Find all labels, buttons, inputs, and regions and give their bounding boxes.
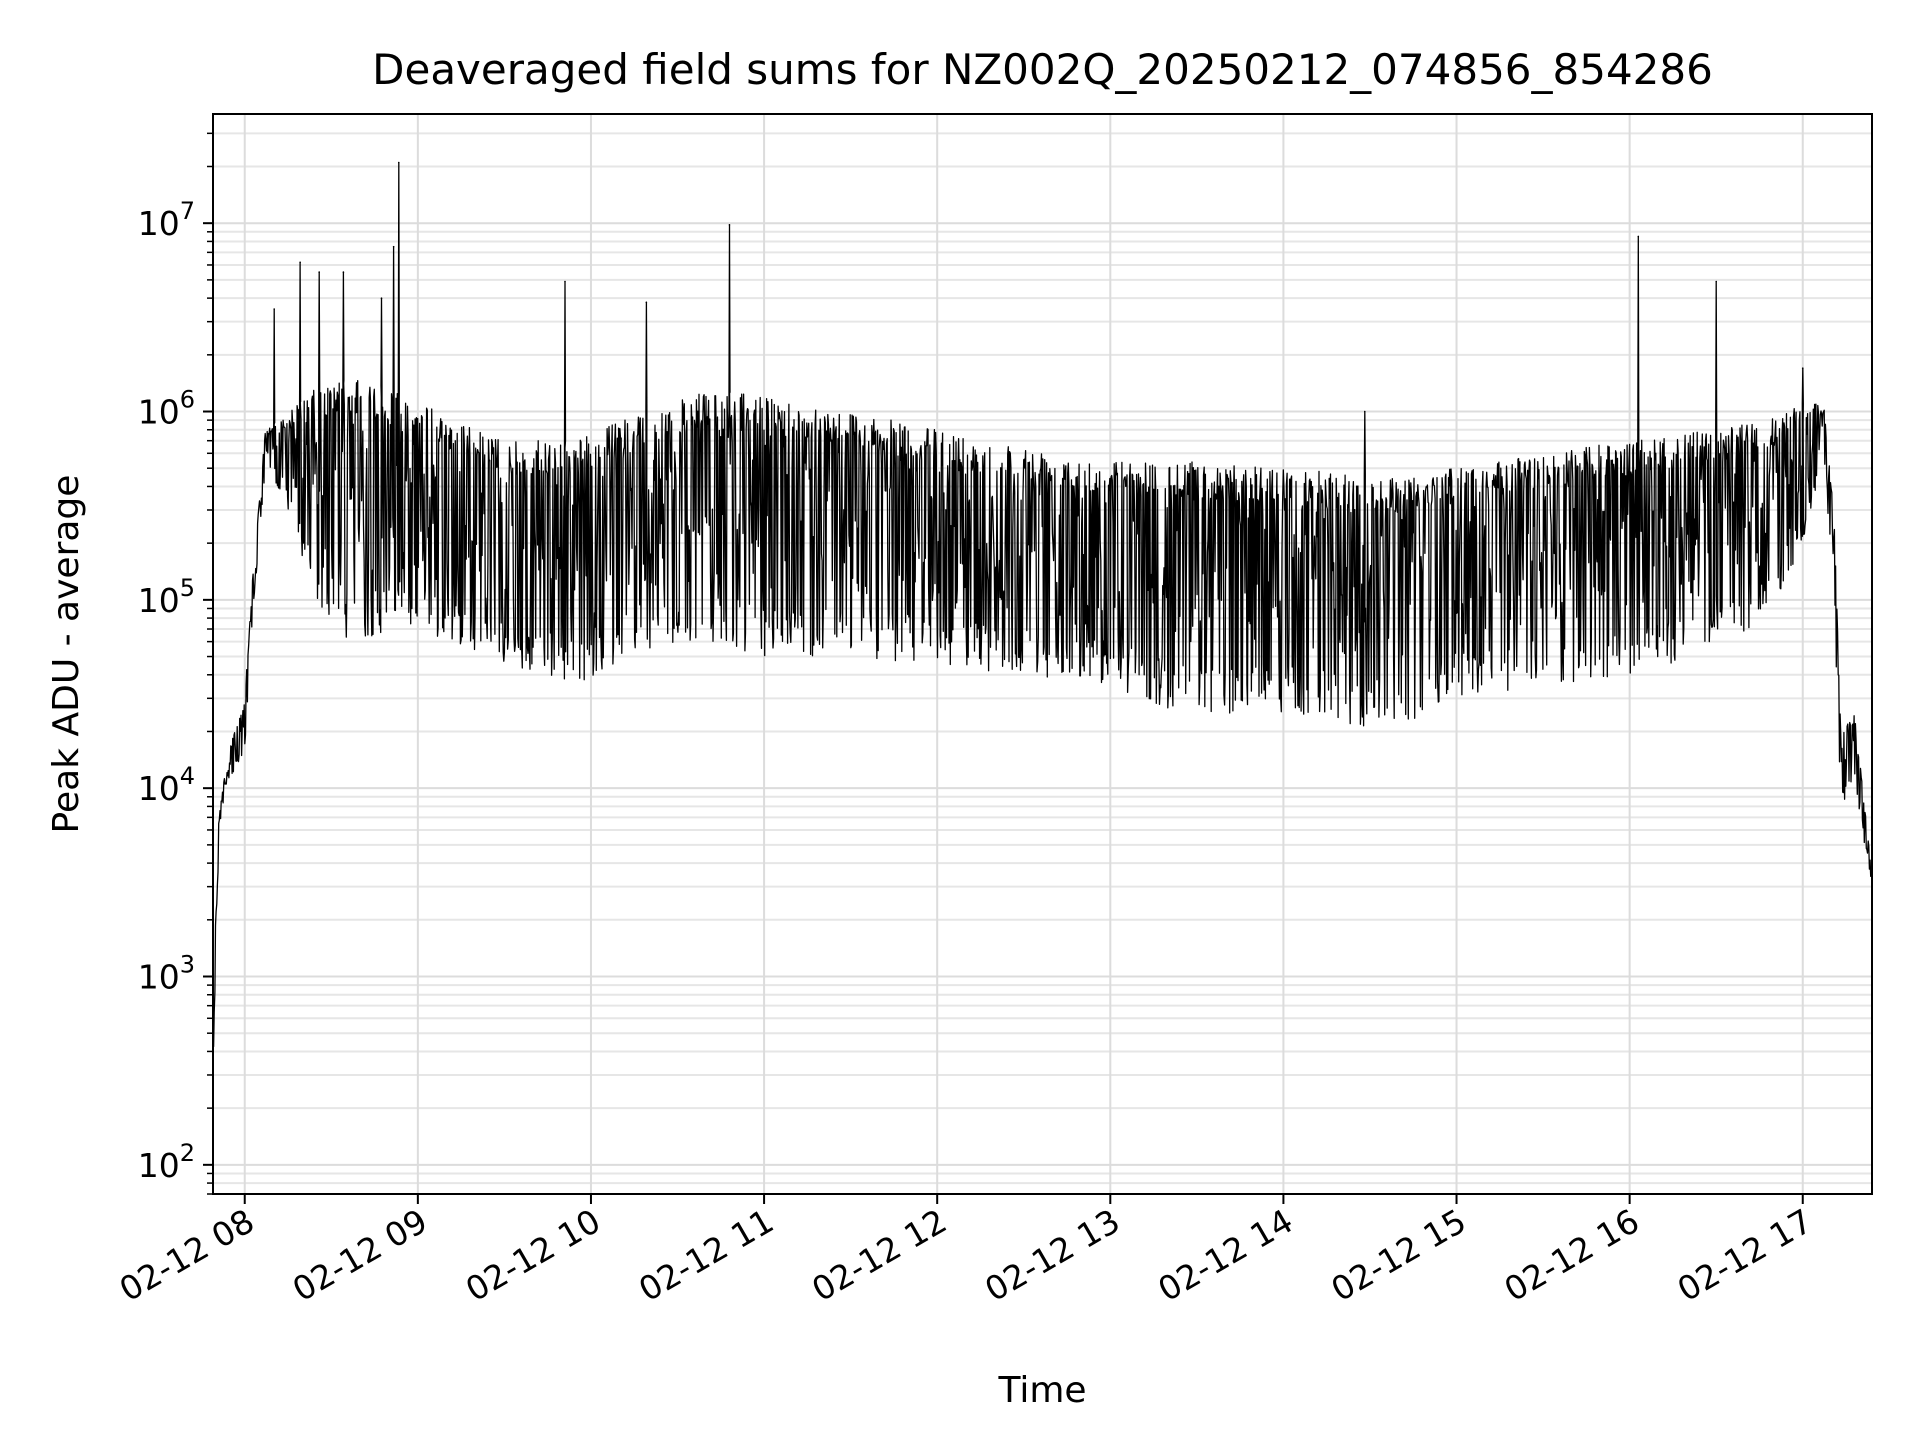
spike-point (564, 280, 566, 283)
spike-point (398, 161, 400, 164)
grid (213, 114, 1872, 1195)
spike-point (342, 271, 345, 273)
y-tick-label: 107 (138, 197, 195, 243)
data-series (212, 161, 1873, 1047)
spike-point (273, 308, 275, 310)
series-line (212, 161, 1873, 1047)
plot-frame (212, 113, 1873, 1195)
spike-point (318, 271, 320, 273)
spike-point (645, 301, 648, 304)
y-axis-label: Peak ADU - average (46, 475, 87, 834)
spike-point (1715, 280, 1717, 283)
spike-point (1363, 410, 1366, 413)
spike-point (1637, 235, 1640, 238)
y-tick-label: 105 (138, 574, 195, 620)
x-axis-label: Time (997, 1370, 1086, 1411)
y-tick-label: 104 (138, 762, 195, 808)
spike-point (299, 261, 301, 264)
y-tick-label: 102 (138, 1139, 195, 1185)
spike-point (392, 245, 395, 248)
y-tick-label: 106 (138, 386, 195, 432)
spike-point (380, 297, 383, 299)
y-tick-label: 103 (138, 951, 195, 997)
spike-point (1801, 367, 1804, 369)
chart-title: Deaveraged field sums for NZ002Q_2025021… (372, 45, 1713, 94)
spike-point (728, 224, 731, 226)
